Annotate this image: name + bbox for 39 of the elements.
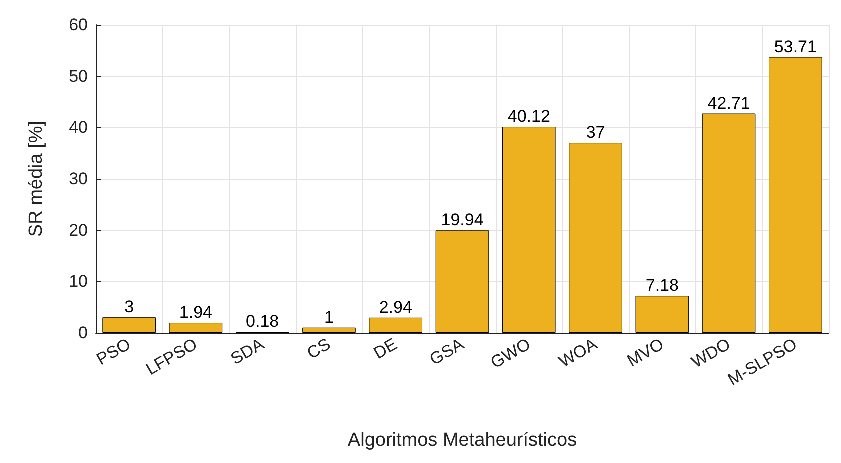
data-label: 42.71 [708, 94, 750, 113]
data-label: 7.18 [646, 276, 679, 296]
data-label: 2.94 [379, 298, 412, 317]
bar [436, 230, 490, 333]
bar [502, 127, 556, 333]
y-tick-label: 30 [69, 170, 88, 188]
bar [769, 57, 822, 333]
bar [302, 328, 356, 333]
x-tick-label: WDO [688, 334, 734, 372]
y-tick-label: 0 [78, 324, 88, 342]
data-label: 19.94 [441, 210, 484, 230]
x-tick-label: GWO [488, 334, 534, 372]
x-tick-label: PSO [94, 334, 134, 370]
x-tick-label: SDA [228, 334, 268, 369]
bar [636, 296, 690, 333]
x-tick-label: GSA [426, 334, 468, 370]
x-tick-label: WOA [556, 334, 602, 372]
data-label: 37 [586, 123, 606, 142]
data-label: 1 [324, 308, 334, 327]
data-label: 40.12 [508, 107, 550, 126]
data-label: 0.18 [246, 312, 280, 332]
bar [169, 323, 223, 333]
y-tick-label: 20 [69, 220, 88, 240]
y-tick-label: 40 [69, 118, 88, 138]
x-tick-label: DE [370, 334, 401, 364]
y-tick-label: 10 [69, 272, 88, 292]
x-axis-title: Algoritmos Metaheurísticos [348, 430, 578, 451]
x-tick-label: MVO [624, 334, 668, 371]
bar [102, 318, 156, 333]
bar [702, 114, 756, 333]
x-tick-label: CS [304, 334, 334, 364]
data-label: 3 [124, 298, 134, 317]
bar [569, 143, 622, 333]
data-label: 1.94 [179, 303, 212, 322]
y-axis-title: SR média [%] [26, 120, 47, 238]
y-tick-label: 50 [69, 66, 88, 86]
data-label: 53.71 [774, 37, 817, 56]
bar [369, 318, 423, 333]
y-tick-label: 60 [69, 16, 88, 34]
